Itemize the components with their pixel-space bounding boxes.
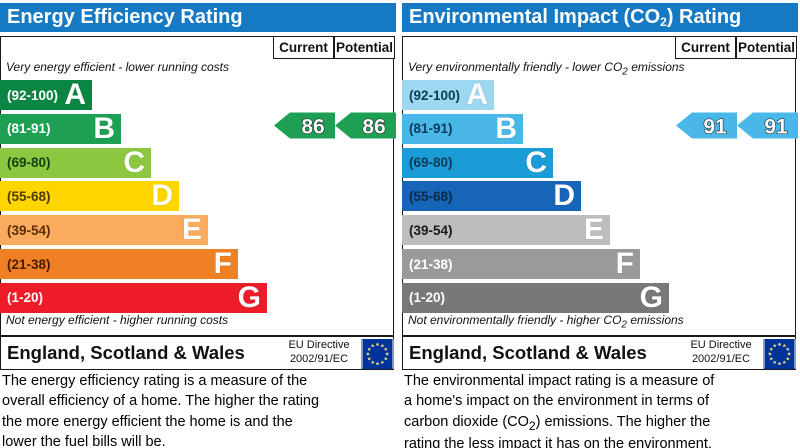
svg-text:91: 91 xyxy=(764,115,788,138)
svg-text:86: 86 xyxy=(362,115,385,138)
svg-text:91: 91 xyxy=(703,115,727,138)
svg-text:86: 86 xyxy=(301,115,324,138)
